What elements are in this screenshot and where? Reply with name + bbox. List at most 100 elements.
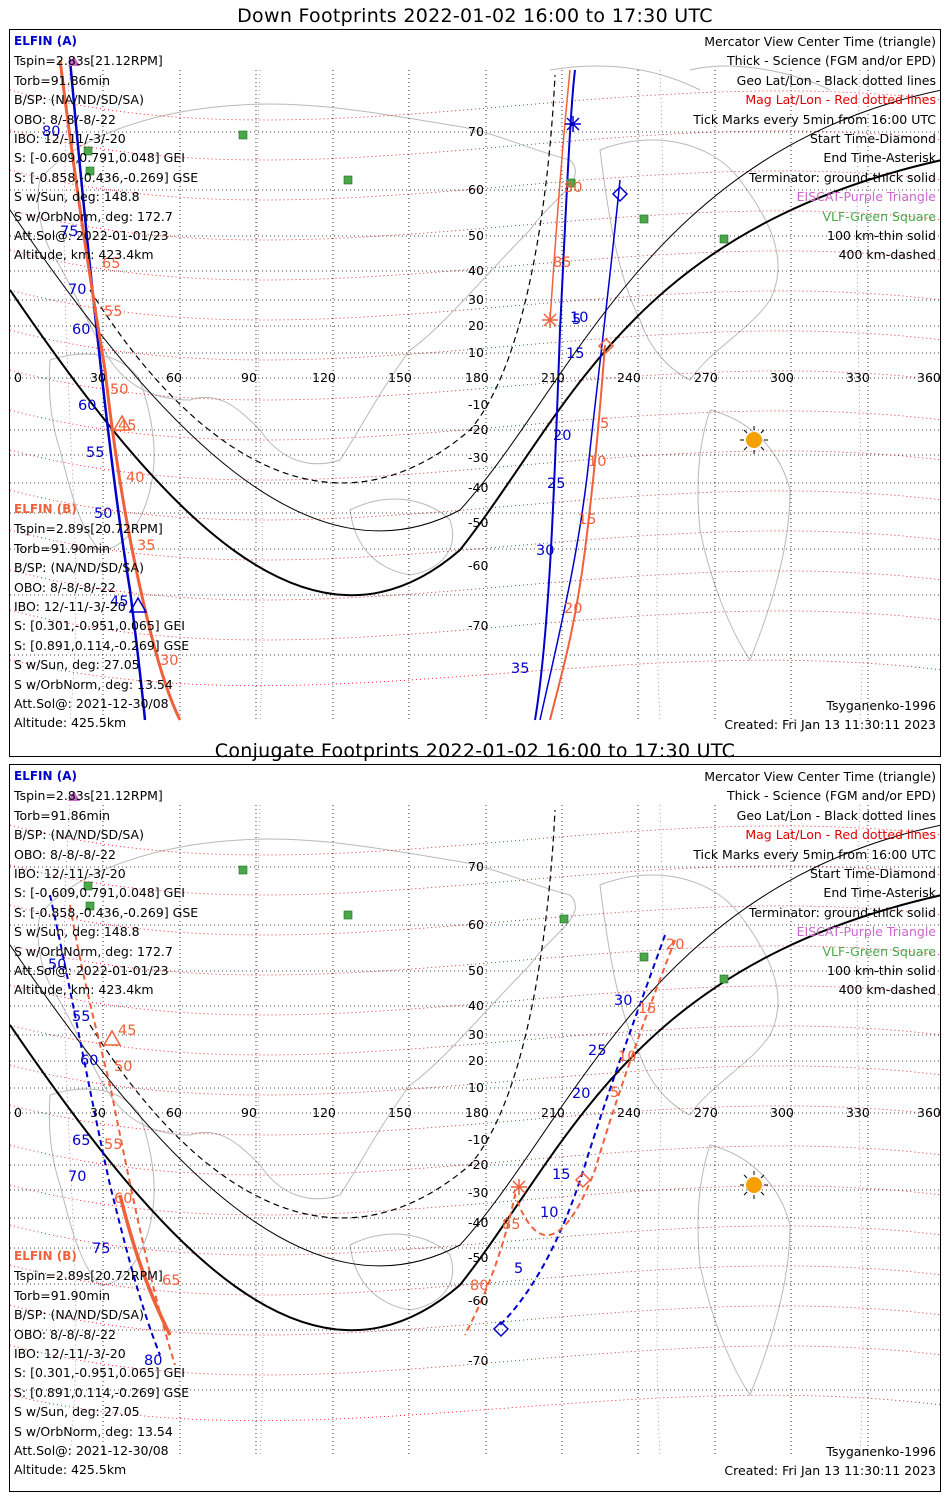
down-footprints-panel: 0 30 60 90 120 150 180 210 240 270 300 330 360… (9, 29, 941, 757)
elfin-a-line: S w/Sun, deg: 148.8 (14, 924, 140, 940)
created-timestamp: Created: Fri Jan 13 11:30:11 2023 (724, 1463, 936, 1478)
elfin-b-line: OBO: 8/-8/-8/-22 (14, 579, 116, 595)
elfin-b-line: B/SP: (NA/ND/SD/SA) (14, 560, 144, 576)
lat-axis-labels: 70 60 50 40 30 20 10 -10 -20 -30 -40 -50 -60 -… (468, 124, 488, 633)
svg-text:-60: -60 (468, 558, 488, 573)
svg-text:50: 50 (114, 1059, 132, 1075)
legend-item: Mag Lat/Lon - Red dotted lines (745, 92, 936, 108)
elfin-b-line: IBO: 12/-11/-3/-20 (14, 599, 126, 615)
elfin-b-line: Altitude: 425.5km (14, 715, 127, 731)
legend-item: EISCAT-Purple Triangle (796, 189, 936, 205)
svg-text:10: 10 (570, 310, 588, 326)
start-diamond-b (574, 1171, 592, 1189)
elfin-a-line: Tspin=2.83s[21.12RPM] (14, 53, 163, 69)
svg-text:40: 40 (468, 263, 484, 278)
elfin-a-line: Altitude, km: 423.4km (14, 982, 154, 998)
elfin-b-line: S: [0.891,0.114,-0.269] GSE (14, 1384, 190, 1400)
elfin-b-conj-track-south (464, 939, 676, 1336)
elfin-b-line: S w/OrbNorm, deg: 13.54 (14, 676, 173, 692)
legend-item: Mercator View Center Time (triangle) (704, 34, 936, 49)
eiscat-meridians (63, 69, 864, 721)
svg-text:300: 300 (770, 1105, 794, 1120)
start-diamond-b (597, 337, 615, 355)
elfin-b-conj-labels: 45 50 55 60 65 85 80 5 10 15 20 (104, 937, 684, 1294)
svg-text:75: 75 (92, 1241, 110, 1257)
svg-text:25: 25 (547, 476, 565, 492)
svg-text:60: 60 (166, 370, 182, 385)
elfin-b-line: S w/Sun, deg: 27.05 (14, 657, 140, 673)
elfin-b-line: B/SP: (NA/ND/SD/SA) (14, 1307, 144, 1323)
svg-text:45: 45 (118, 418, 136, 434)
svg-text:65: 65 (72, 1133, 90, 1149)
elfin-b-line: Tspin=2.89s[20.72RPM] (14, 1268, 163, 1284)
geo-grid (10, 70, 940, 720)
legend-item: Tick Marks every 5min from 16:00 UTC (693, 846, 936, 862)
svg-text:20: 20 (468, 318, 484, 333)
svg-text:-50: -50 (468, 515, 488, 530)
elfin-b-science-track (549, 344, 606, 721)
svg-text:70: 70 (68, 1169, 86, 1185)
elfin-b-info: ELFIN (B) Tspin=2.89s[20.72RPM] Torb=91.… (14, 500, 189, 733)
elfin-b-line: S w/Sun, deg: 27.05 (14, 1404, 140, 1420)
svg-text:45: 45 (110, 594, 128, 610)
elfin-a-line: S w/OrbNorm, deg: 172.7 (14, 943, 173, 959)
svg-text:10: 10 (618, 1049, 636, 1065)
svg-text:5: 5 (572, 312, 581, 328)
legend-item: 100 km-thin solid (827, 963, 936, 979)
svg-text:240: 240 (617, 1105, 641, 1120)
elfin-b-line: IBO: 12/-11/-3/-20 (14, 1346, 126, 1362)
elfin-a-conj-labels: 50 55 60 65 70 75 80 5 10 15 20 25 30 (48, 957, 632, 1369)
svg-text:-30: -30 (468, 1185, 488, 1200)
svg-text:210: 210 (541, 370, 565, 385)
elfin-a-header: ELFIN (A) (14, 34, 77, 48)
lon-axis-labels: 0 30 60 90 120 150 180 210 240 270 300 330 360 (14, 1105, 941, 1120)
svg-text:20: 20 (468, 1053, 484, 1068)
svg-text:60: 60 (468, 182, 484, 197)
svg-text:15: 15 (552, 1167, 570, 1183)
elfin-b-line: Att.Sol@: 2021-12-30/08 (14, 1443, 169, 1459)
svg-text:80: 80 (144, 1353, 162, 1369)
svg-text:85: 85 (502, 1217, 520, 1233)
svg-text:150: 150 (388, 1105, 412, 1120)
elfin-a-science-track (539, 179, 621, 721)
svg-text:-70: -70 (468, 1353, 488, 1368)
eiscat-triangle (68, 56, 80, 66)
svg-text:65: 65 (162, 1273, 180, 1289)
elfin-a-line: B/SP: (NA/ND/SD/SA) (14, 827, 144, 843)
elfin-b-line: Torb=91.90min (14, 540, 111, 556)
eiscat-meridians (63, 804, 864, 1456)
svg-text:-40: -40 (468, 1215, 488, 1230)
elfin-a-info: ELFIN (A) Tspin=2.83s[21.12RPM] Torb=91.… (14, 32, 198, 265)
elfin-a-line: B/SP: (NA/ND/SD/SA) (14, 92, 144, 108)
svg-text:330: 330 (846, 1105, 870, 1120)
svg-text:120: 120 (312, 1105, 336, 1120)
svg-text:55: 55 (104, 1137, 122, 1153)
legend-item: VLF-Green Square (822, 943, 936, 959)
legend-item: Tick Marks every 5min from 16:00 UTC (693, 111, 936, 127)
svg-text:-70: -70 (468, 618, 488, 633)
terminator-400km (89, 809, 556, 1219)
elfin-a-track-north (68, 59, 147, 721)
mag-grid (10, 824, 940, 1421)
elfin-b-conj-science (118, 1194, 172, 1336)
svg-text:60: 60 (468, 917, 484, 932)
svg-text:210: 210 (541, 1105, 565, 1120)
elfin-b-line: Altitude: 425.5km (14, 1462, 127, 1478)
svg-text:360: 360 (917, 1105, 941, 1120)
legend-item: Start Time-Diamond (809, 866, 936, 882)
svg-text:45: 45 (118, 1023, 136, 1039)
eiscat-triangle (68, 791, 80, 801)
svg-text:15: 15 (578, 512, 596, 528)
terminator-ground (10, 159, 940, 596)
continent-outlines (37, 65, 831, 662)
terminator-ground (10, 894, 940, 1331)
svg-text:270: 270 (694, 370, 718, 385)
end-asterisk-a (565, 116, 581, 132)
svg-text:35: 35 (137, 538, 155, 554)
created-timestamp: Created: Fri Jan 13 11:30:11 2023 (724, 717, 936, 732)
elfin-b-line: S: [0.891,0.114,-0.269] GSE (14, 637, 190, 653)
svg-text:50: 50 (48, 957, 66, 973)
svg-text:30: 30 (468, 292, 484, 307)
elfin-b-line: S: [0.301,-0.951,0.065] GEI (14, 1365, 185, 1381)
vlf-stations (83, 865, 729, 984)
